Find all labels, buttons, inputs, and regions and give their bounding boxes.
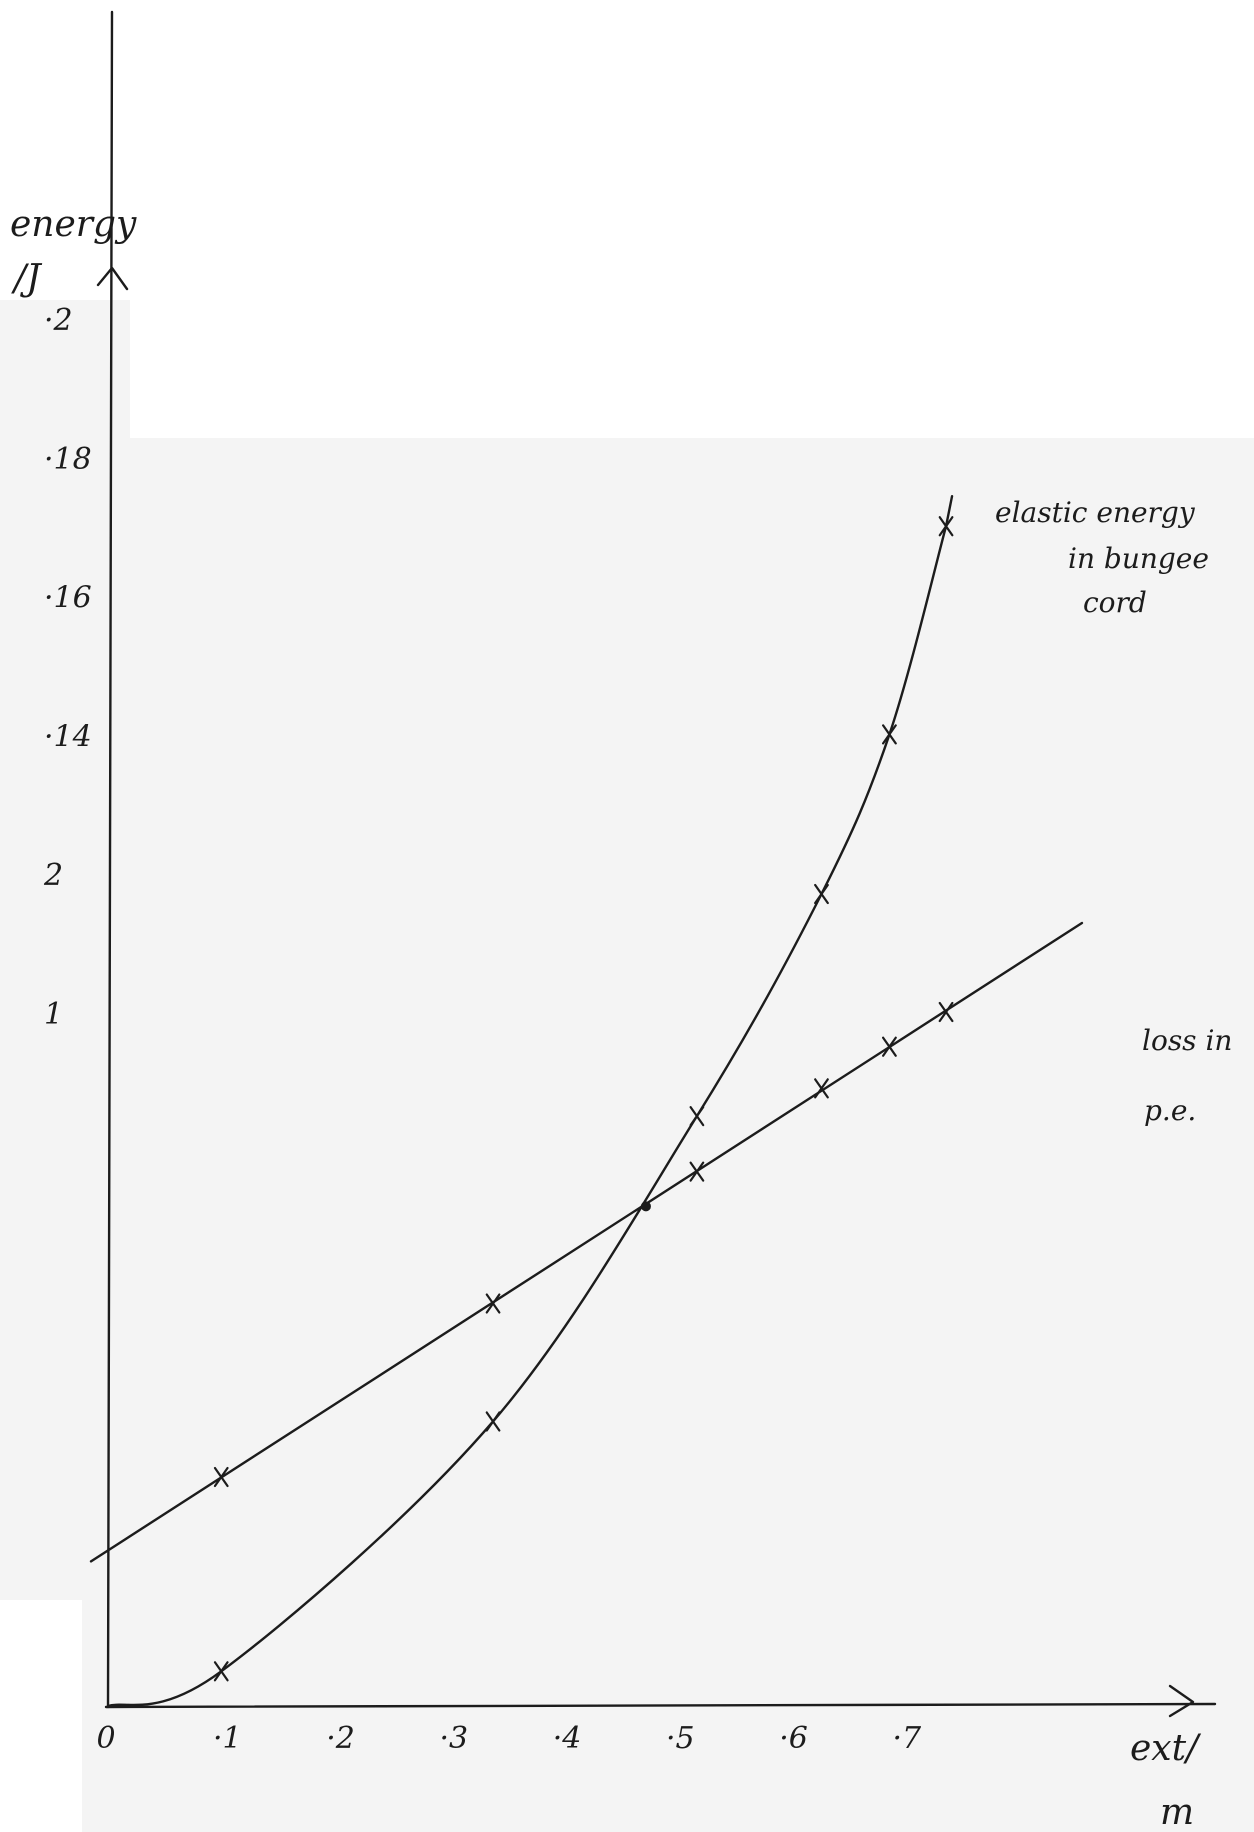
y-tick-label: ·16: [44, 581, 92, 616]
x-axis-title: ext/ m: [1130, 1728, 1210, 1832]
x-tick-label: ·6: [779, 1721, 808, 1756]
x-tick-labels: 0 ·1 ·2 ·3 ·4 ·5 ·6 ·7: [96, 1721, 922, 1756]
annotations: [640, 1201, 651, 1212]
series-labels: elastic energy in bungee cord loss in p.e.: [995, 496, 1232, 1127]
loss-in-pe-point: [213, 1466, 229, 1488]
x-tick-label: ·3: [439, 1721, 468, 1756]
y-axis-title: energy /J: [10, 204, 148, 299]
loss-in-pe-point: [938, 1001, 954, 1023]
y-axis-title-line-2: /J: [11, 258, 43, 299]
loss-in-pe-label: loss in p.e.: [1142, 1024, 1232, 1127]
y-tick-label: ·2: [44, 303, 73, 338]
elastic-energy-point: [814, 883, 829, 905]
y-tick-label: ·18: [44, 442, 92, 477]
loss-in-pe-point: [485, 1293, 501, 1314]
x-tick-label: ·4: [553, 1721, 582, 1756]
y-axis-title-line-1: energy: [10, 204, 137, 245]
loss-in-pe-point: [689, 1161, 705, 1182]
elastic-energy-label: elastic energy in bungee cord: [995, 496, 1209, 619]
x-tick-label: ·5: [666, 1721, 695, 1756]
series-points: [213, 516, 954, 1682]
y-tick-label: 1: [44, 997, 63, 1032]
elastic-energy-point: [882, 724, 897, 745]
x-tick-label: ·2: [326, 1721, 355, 1756]
x-tick-label: ·7: [892, 1721, 922, 1756]
loss-in-pe-point: [882, 1036, 897, 1057]
x-tick-label: ·1: [213, 1721, 242, 1756]
intersection-point: [640, 1201, 651, 1212]
y-tick-label: 2: [43, 858, 63, 893]
elastic-energy-point: [938, 516, 954, 537]
loss-in-pe-line: [89, 921, 1084, 1563]
x-axis-line: [104, 1702, 1217, 1709]
x-axis-title-line-1: ext/: [1130, 1728, 1202, 1769]
loss-in-pe-point: [814, 1078, 829, 1099]
x-tick-label: 0: [96, 1721, 115, 1756]
paper-sheet: [82, 438, 1254, 1832]
elastic-energy-point: [485, 1411, 501, 1432]
y-axis-line: [106, 10, 114, 1709]
x-axis-title-line-2: m: [1160, 1792, 1194, 1832]
y-tick-labels: 1 2 ·14 ·16 ·18 ·2: [43, 303, 92, 1032]
axes: [96, 10, 1217, 1718]
y-tick-label: ·14: [44, 719, 92, 754]
elastic-energy-point: [689, 1105, 705, 1127]
elastic-energy-point: [213, 1661, 229, 1682]
x-axis-arrowhead: [1168, 1684, 1195, 1718]
y-axis-arrowhead: [96, 266, 129, 291]
